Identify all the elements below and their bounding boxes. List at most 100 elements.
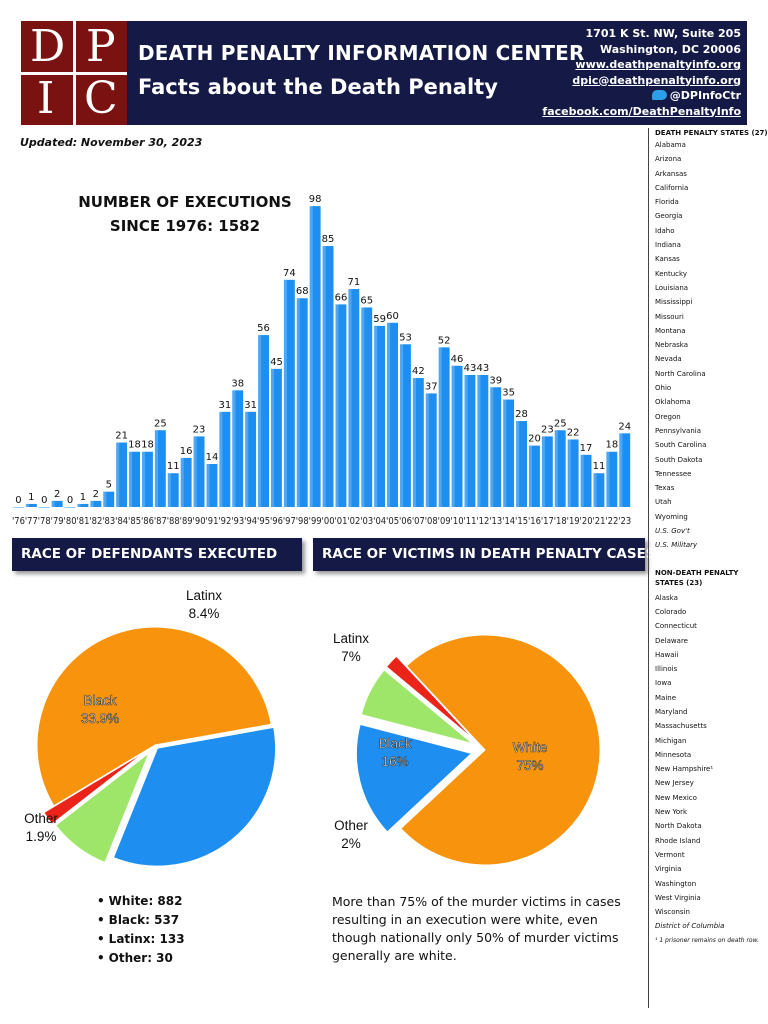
bar-value-label: 31 <box>244 400 257 411</box>
x-tick-label: '85 <box>128 516 141 527</box>
website-link[interactable]: www.deathpenaltyinfo.org <box>575 58 741 71</box>
x-tick-label: '96 <box>270 516 283 527</box>
bar-rect <box>593 473 605 507</box>
dp-state-nebraska: Nebraska <box>655 341 689 350</box>
ndp-state-north-dakota: North Dakota <box>655 822 702 831</box>
bar-rect <box>490 387 502 507</box>
bar-value-label: 18 <box>141 440 154 451</box>
pie-label-black: Black <box>378 736 411 751</box>
x-tick-label: '98 <box>296 516 309 527</box>
bar-rect <box>116 442 128 507</box>
x-tick-label: '94 <box>244 516 257 527</box>
bar-value-label: 18 <box>128 440 141 451</box>
bar-value-label: 39 <box>489 375 502 386</box>
bar-highlight <box>25 503 29 507</box>
pie-label-white: White <box>513 740 548 755</box>
bar-highlight <box>516 421 520 507</box>
twitter-handle: @DPInfoCtr <box>669 89 741 102</box>
ndp-state-wisconsin: Wisconsin <box>655 908 690 917</box>
bar-highlight <box>580 454 584 507</box>
bar-value-label: 60 <box>386 311 399 322</box>
bar-highlight <box>554 430 558 507</box>
x-tick-label: '78 <box>38 516 51 527</box>
bar-highlight <box>593 473 597 507</box>
non-death-penalty-states-header: NON-DEATH PENALTY STATES (23) <box>655 568 739 587</box>
bar-92 <box>219 411 231 507</box>
bar-value-label: 28 <box>515 409 528 420</box>
sidebar-footnote: ¹ 1 prisoner remains on death row. <box>655 936 760 944</box>
bar-highlight <box>529 445 533 507</box>
pie-slice-latinx <box>360 669 473 745</box>
ndp-state-vermont: Vermont <box>655 850 685 859</box>
bar-rect <box>167 473 179 507</box>
email-link[interactable]: dpic@deathpenaltyinfo.org <box>572 73 741 87</box>
bar-highlight <box>348 289 352 507</box>
bar-highlight <box>541 436 545 507</box>
bar-rect <box>361 307 373 507</box>
bar-value-label: 53 <box>399 332 412 343</box>
bar-highlight <box>477 374 481 507</box>
dp-state-kansas: Kansas <box>655 255 680 264</box>
bar-highlight <box>245 411 249 507</box>
bar-96 <box>271 368 282 507</box>
dp-state-mississippi: Mississippi <box>655 298 693 307</box>
ndp-state-iowa: Iowa <box>655 679 672 688</box>
address-line-1: 1701 K St. NW, Suite 205 <box>585 27 741 40</box>
x-tick-label: '79 <box>51 516 64 527</box>
bar-value-label: 21 <box>115 431 128 442</box>
x-tick-label: '21 <box>592 516 605 527</box>
bar-rect <box>503 399 515 507</box>
x-tick-label: '17 <box>541 516 554 527</box>
ndp-state-new-jersey: New Jersey <box>655 779 694 788</box>
bar-value-label: 52 <box>438 335 451 346</box>
x-tick-label: '16 <box>528 516 541 527</box>
ndp-state-hawaii: Hawaii <box>655 650 679 659</box>
logo-letter-c: C <box>84 73 118 124</box>
bar-17 <box>541 436 553 507</box>
x-tick-label: '90 <box>193 516 206 527</box>
bar-value-label: 1 <box>28 492 34 503</box>
bar-value-label: 0 <box>41 495 47 506</box>
x-tick-label: '76 <box>12 516 25 527</box>
bar-highlight <box>296 298 300 507</box>
bar-highlight <box>193 436 197 507</box>
executions-title: NUMBER OF EXECUTIONS SINCE 1976: 1582 <box>40 190 330 238</box>
bar-rect <box>529 445 540 507</box>
bar-rect <box>322 246 334 508</box>
pie-slice-black <box>112 726 276 867</box>
twitter-link[interactable]: @DPInfoCtr <box>542 88 741 104</box>
bar-04 <box>374 325 386 507</box>
bar-value-label: 56 <box>257 323 270 334</box>
dpic-logo: D P I C <box>21 21 127 125</box>
bar-rect <box>245 411 257 507</box>
x-tick-label: '86 <box>141 516 154 527</box>
x-tick-label: '02 <box>347 516 360 527</box>
bar-14 <box>503 399 515 507</box>
x-tick-label: '81 <box>76 516 89 527</box>
bar-rect <box>438 347 450 507</box>
dp-state-oklahoma: Oklahoma <box>655 398 691 407</box>
race-pie-charts: White55.8%Black33.9%Latinx8.4%Other1.9% … <box>24 588 601 867</box>
bar-rect <box>348 289 360 507</box>
ndp-state-district-of-columbia: District of Columbia <box>655 922 725 931</box>
ndp-state-rhode-island: Rhode Island <box>655 836 701 845</box>
bar-value-label: 31 <box>218 400 231 411</box>
bar-79 <box>51 500 63 507</box>
x-tick-label: '84 <box>115 516 128 527</box>
dp-state-arizona: Arizona <box>655 155 682 164</box>
bar-88 <box>167 473 179 507</box>
dp-state-u-s-military: U.S. Military <box>655 541 698 550</box>
x-tick-label: '04 <box>373 516 386 527</box>
bar-15 <box>516 421 527 507</box>
facebook-link[interactable]: facebook.com/DeathPenaltyInfo <box>542 104 741 118</box>
bar-10 <box>451 365 463 507</box>
bar-highlight <box>232 390 236 507</box>
ndp-state-new-mexico: New Mexico <box>655 793 697 802</box>
bar-01 <box>335 304 347 507</box>
bar-highlight <box>322 246 326 508</box>
bar-rect <box>258 335 269 507</box>
bar-23 <box>619 433 631 507</box>
bar-highlight <box>400 344 404 507</box>
death-penalty-states-header: DEATH PENALTY STATES (27) <box>655 129 768 137</box>
ndp-state-maryland: Maryland <box>655 707 688 716</box>
